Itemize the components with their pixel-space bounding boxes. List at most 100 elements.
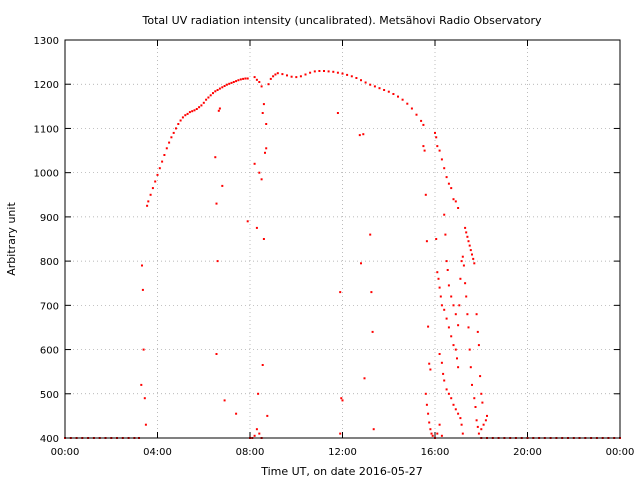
data-point bbox=[146, 204, 149, 207]
data-point bbox=[218, 107, 221, 110]
data-point bbox=[427, 325, 430, 328]
data-point bbox=[188, 111, 191, 114]
data-point bbox=[446, 269, 449, 271]
data-point bbox=[481, 401, 484, 404]
data-point bbox=[253, 76, 256, 79]
data-point bbox=[466, 313, 469, 316]
data-point bbox=[437, 277, 440, 280]
data-point bbox=[369, 83, 372, 86]
data-point bbox=[373, 85, 376, 88]
data-point bbox=[272, 75, 275, 78]
data-point bbox=[258, 432, 261, 435]
data-point bbox=[341, 72, 344, 75]
data-point bbox=[454, 348, 457, 351]
data-point bbox=[313, 70, 316, 73]
data-point bbox=[378, 87, 381, 90]
data-point bbox=[460, 423, 463, 426]
data-point bbox=[468, 244, 471, 247]
data-point bbox=[443, 379, 446, 382]
data-point bbox=[336, 71, 339, 74]
data-point bbox=[464, 226, 467, 229]
data-point bbox=[255, 226, 258, 229]
y-tick-label: 700 bbox=[40, 301, 59, 312]
data-point bbox=[445, 260, 448, 263]
data-point bbox=[431, 434, 434, 437]
data-point bbox=[336, 112, 339, 114]
data-point bbox=[350, 75, 353, 78]
data-point bbox=[447, 284, 450, 287]
data-point bbox=[476, 330, 479, 333]
data-point bbox=[264, 151, 266, 154]
data-point bbox=[255, 428, 258, 431]
data-point bbox=[363, 377, 366, 380]
data-point bbox=[456, 357, 458, 360]
data-point bbox=[435, 238, 438, 240]
data-point bbox=[362, 133, 365, 136]
data-point bbox=[262, 103, 265, 106]
data-point bbox=[438, 353, 441, 355]
data-point bbox=[423, 149, 426, 152]
data-point bbox=[410, 107, 413, 110]
data-point bbox=[452, 344, 455, 347]
data-point bbox=[258, 171, 261, 174]
data-point bbox=[214, 156, 217, 159]
data-point bbox=[435, 136, 438, 139]
data-point bbox=[309, 71, 312, 74]
data-point bbox=[471, 383, 473, 386]
data-point bbox=[467, 240, 470, 243]
data-point bbox=[472, 257, 475, 260]
data-point bbox=[468, 348, 471, 351]
data-point bbox=[473, 397, 476, 400]
data-point bbox=[179, 119, 182, 122]
data-point bbox=[318, 70, 321, 72]
data-point bbox=[212, 92, 214, 95]
data-point bbox=[253, 162, 256, 165]
x-tick-label: 16:00 bbox=[421, 447, 450, 458]
data-point bbox=[265, 123, 268, 125]
data-point bbox=[447, 182, 450, 185]
data-point bbox=[440, 158, 443, 161]
data-point bbox=[143, 397, 146, 400]
data-point bbox=[168, 141, 171, 144]
data-point bbox=[255, 78, 258, 81]
data-point bbox=[480, 428, 483, 431]
data-point bbox=[193, 109, 196, 112]
data-point bbox=[460, 260, 463, 263]
data-point bbox=[346, 73, 349, 76]
data-point bbox=[427, 412, 430, 415]
data-point bbox=[141, 264, 143, 267]
data-point bbox=[475, 313, 478, 316]
data-point bbox=[239, 78, 242, 81]
data-point bbox=[461, 432, 464, 435]
x-tick-label: 00:00 bbox=[606, 447, 635, 458]
data-point bbox=[244, 77, 247, 80]
data-point bbox=[465, 295, 468, 298]
data-point bbox=[443, 167, 446, 170]
data-point bbox=[438, 149, 441, 152]
data-point bbox=[269, 77, 272, 80]
data-point bbox=[175, 127, 177, 130]
data-point bbox=[202, 101, 205, 104]
data-point bbox=[246, 220, 249, 223]
data-point bbox=[355, 77, 358, 79]
data-point bbox=[477, 344, 480, 347]
data-point bbox=[436, 271, 439, 274]
data-point bbox=[469, 249, 472, 252]
data-point bbox=[486, 414, 488, 417]
data-point bbox=[450, 295, 453, 298]
data-point bbox=[339, 432, 342, 435]
data-point bbox=[457, 366, 460, 369]
data-point bbox=[454, 313, 457, 316]
data-point bbox=[471, 253, 473, 256]
data-point bbox=[444, 233, 447, 236]
data-point bbox=[215, 353, 218, 355]
data-point bbox=[209, 94, 212, 97]
data-point bbox=[184, 114, 187, 117]
data-point bbox=[457, 412, 460, 415]
data-point bbox=[223, 399, 226, 402]
data-point bbox=[186, 112, 189, 115]
data-point bbox=[430, 432, 433, 435]
data-point bbox=[397, 95, 399, 98]
data-point bbox=[443, 308, 446, 311]
